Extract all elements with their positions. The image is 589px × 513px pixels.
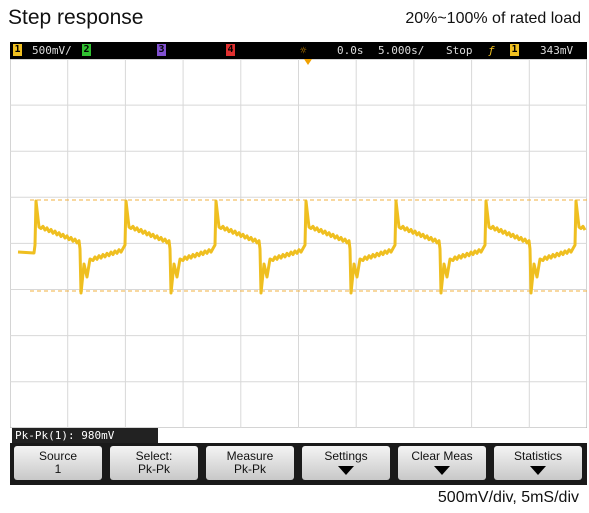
time-offset: 0.0s: [337, 44, 364, 57]
softkey[interactable]: Statistics: [494, 446, 582, 480]
softkey-label: Select:: [135, 449, 173, 463]
subtitle: 20%~100% of rated load: [405, 10, 581, 27]
softkey-label: Clear Meas: [411, 449, 473, 463]
channel-2[interactable]: 2: [82, 44, 91, 56]
softkey-label: Source: [38, 449, 78, 463]
arrow-icon: [434, 466, 450, 475]
softkey[interactable]: Clear Meas: [398, 446, 486, 480]
title: Step response: [8, 6, 144, 29]
softkey[interactable]: Select: Pk-Pk: [110, 446, 198, 480]
softkey-value: Pk-Pk: [233, 462, 266, 476]
softkey[interactable]: Settings: [302, 446, 390, 480]
softkey-label: Settings: [324, 449, 368, 463]
ch1-scale: 500mV/: [32, 44, 72, 57]
trigger-level: 343mV: [540, 44, 574, 57]
waveform: [17, 199, 587, 295]
edge-icon: ƒ: [488, 44, 495, 57]
channel-4[interactable]: 4: [226, 44, 235, 56]
trigger-marker: [304, 59, 312, 65]
measurement: Pk-Pk(1): 980mV: [12, 428, 158, 443]
arrow-icon: [530, 466, 546, 475]
channel-1[interactable]: 1: [13, 44, 22, 56]
softkey[interactable]: Measure Pk-Pk: [206, 446, 294, 480]
trigger-icon: ☼: [300, 44, 307, 57]
softkey-value: Pk-Pk: [137, 462, 170, 476]
trigger-channel: 1: [510, 44, 519, 56]
softkey-value: 1: [54, 462, 62, 476]
run-state: Stop: [446, 44, 473, 57]
status-bar: 1 500mV/ 2 3 4 ☼ 0.0s 5.000s/ Stop ƒ 1 3…: [10, 42, 587, 59]
footer-note: 500mV/div, 5mS/div: [437, 489, 579, 506]
time-scale: 5.000s/: [378, 44, 425, 57]
softkey-label: Statistics: [513, 449, 562, 463]
softkey[interactable]: Source 1: [14, 446, 102, 480]
softkey-label: Measure: [226, 449, 274, 463]
channel-3[interactable]: 3: [157, 44, 166, 56]
arrow-icon: [338, 466, 354, 475]
softkey-bar: Source 1 Select: Pk-Pk Measure Pk-Pk Settin…: [10, 443, 587, 485]
scope-screen: [10, 59, 587, 428]
